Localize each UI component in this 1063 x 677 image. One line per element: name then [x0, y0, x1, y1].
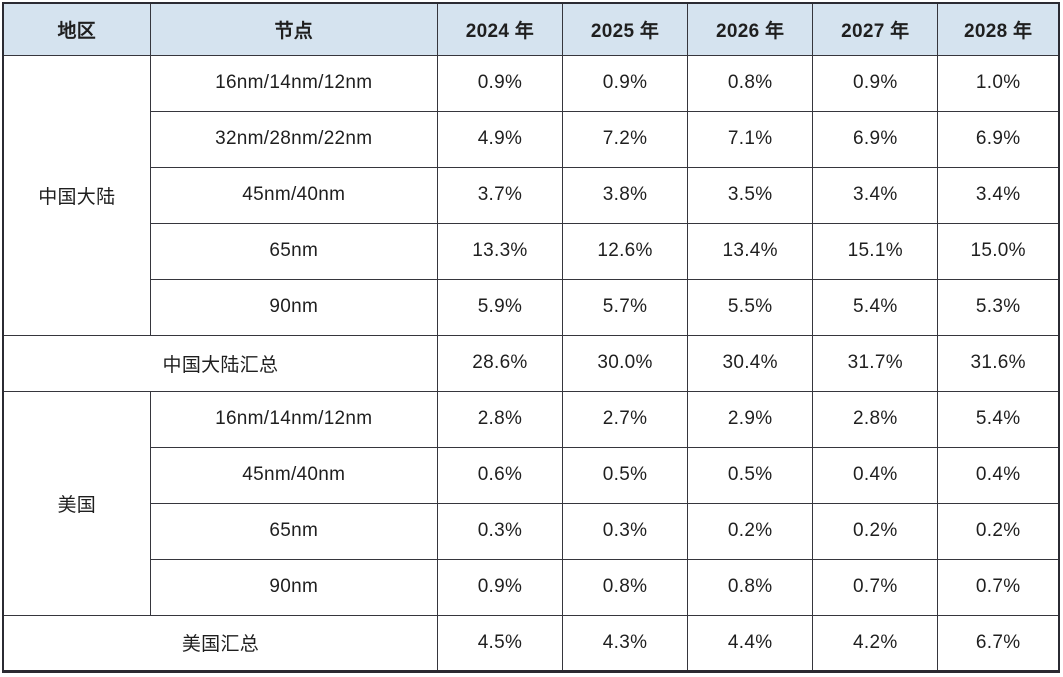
- summary-value-cell: 28.6%: [436, 334, 564, 392]
- summary-value-cell: 30.0%: [561, 334, 689, 392]
- summary-value-cell: 30.4%: [687, 334, 814, 392]
- value-cell: 3.8%: [561, 166, 689, 224]
- value-cell: 2.8%: [436, 390, 564, 448]
- summary-value-cell: 4.3%: [561, 614, 689, 672]
- summary-label-cell: 中国大陆汇总: [2, 334, 438, 392]
- value-cell: 15.1%: [812, 222, 939, 280]
- summary-row: 美国汇总 4.5% 4.3% 4.4% 4.2% 6.7%: [2, 614, 1060, 672]
- value-cell: 7.1%: [687, 110, 814, 168]
- table-row: 90nm 0.9% 0.8% 0.8% 0.7% 0.7%: [3, 558, 1060, 616]
- value-cell: 13.3%: [436, 222, 564, 280]
- value-cell: 0.3%: [561, 502, 689, 560]
- value-cell: 0.4%: [937, 446, 1060, 504]
- summary-value-cell: 4.2%: [812, 614, 939, 672]
- table-row: 45nm/40nm 3.7% 3.8% 3.5% 3.4% 3.4%: [3, 166, 1060, 224]
- table-row: 中国大陆 16nm/14nm/12nm 0.9% 0.9% 0.8% 0.9% 1.0%: [2, 54, 1060, 336]
- value-cell: 3.4%: [937, 166, 1060, 224]
- node-cell: 16nm/14nm/12nm: [149, 390, 438, 448]
- table-row: 美国 16nm/14nm/12nm 2.8% 2.7% 2.9% 2.8% 5.4%: [2, 390, 1060, 616]
- summary-value-cell: 31.7%: [812, 334, 939, 392]
- value-cell: 0.2%: [687, 502, 814, 560]
- value-cell: 12.6%: [561, 222, 689, 280]
- node-cell: 32nm/28nm/22nm: [149, 110, 438, 168]
- summary-value-cell: 31.6%: [937, 334, 1060, 392]
- value-cell: 0.9%: [812, 54, 939, 112]
- node-cell: 65nm: [149, 502, 438, 560]
- value-cell: 0.4%: [812, 446, 939, 504]
- summary-row: 中国大陆汇总 28.6% 30.0% 30.4% 31.7% 31.6%: [2, 334, 1060, 392]
- table-header: 地区 节点 2024 年 2025 年 2026 年 2027 年 2028 年: [2, 2, 1060, 56]
- region-cell: 美国: [2, 390, 151, 616]
- value-cell: 0.5%: [687, 446, 814, 504]
- node-cell: 90nm: [149, 558, 438, 616]
- column-header-3: 2025 年: [561, 2, 689, 56]
- value-cell: 7.2%: [561, 110, 689, 168]
- value-cell: 0.3%: [436, 502, 564, 560]
- column-header-6: 2028 年: [937, 2, 1060, 56]
- value-cell: 15.0%: [937, 222, 1060, 280]
- node-cell: 45nm/40nm: [149, 446, 438, 504]
- value-cell: 0.2%: [812, 502, 939, 560]
- column-header-0: 地区: [2, 2, 151, 56]
- summary-value-cell: 6.7%: [937, 614, 1060, 672]
- value-cell: 0.9%: [436, 558, 564, 616]
- table-row: 65nm 13.3% 12.6% 13.4% 15.1% 15.0%: [3, 222, 1060, 280]
- value-cell: 5.7%: [561, 278, 689, 336]
- value-cell: 6.9%: [937, 110, 1060, 168]
- node-cell: 45nm/40nm: [149, 166, 438, 224]
- table-header-row: 地区 节点 2024 年 2025 年 2026 年 2027 年 2028 年: [2, 2, 1060, 56]
- table-row: 65nm 0.3% 0.3% 0.2% 0.2% 0.2%: [3, 502, 1060, 560]
- table-row: 45nm/40nm 0.6% 0.5% 0.5% 0.4% 0.4%: [3, 446, 1060, 504]
- value-cell: 13.4%: [687, 222, 814, 280]
- value-cell: 5.3%: [937, 278, 1060, 336]
- value-cell: 0.7%: [937, 558, 1060, 616]
- node-cell: 65nm: [149, 222, 438, 280]
- summary-label-cell: 美国汇总: [2, 614, 438, 672]
- value-cell: 3.7%: [436, 166, 564, 224]
- column-header-1: 节点: [149, 2, 438, 56]
- value-cell: 0.6%: [436, 446, 564, 504]
- value-cell: 6.9%: [812, 110, 939, 168]
- summary-value-cell: 4.4%: [687, 614, 814, 672]
- value-cell: 5.4%: [812, 278, 939, 336]
- value-cell: 0.9%: [561, 54, 689, 112]
- value-cell: 5.5%: [687, 278, 814, 336]
- table-row: 32nm/28nm/22nm 4.9% 7.2% 7.1% 6.9% 6.9%: [3, 110, 1060, 168]
- value-cell: 5.9%: [436, 278, 564, 336]
- value-cell: 2.8%: [812, 390, 939, 448]
- node-cell: 16nm/14nm/12nm: [149, 54, 438, 112]
- value-cell: 0.8%: [687, 558, 814, 616]
- node-cell: 90nm: [149, 278, 438, 336]
- value-cell: 2.7%: [561, 390, 689, 448]
- value-cell: 0.2%: [937, 502, 1060, 560]
- value-cell: 0.9%: [436, 54, 564, 112]
- value-cell: 0.7%: [812, 558, 939, 616]
- value-cell: 3.4%: [812, 166, 939, 224]
- value-cell: 0.5%: [561, 446, 689, 504]
- value-cell: 2.9%: [687, 390, 814, 448]
- table-body: 中国大陆 16nm/14nm/12nm 0.9% 0.9% 0.8% 0.9% 1.0% 32…: [2, 54, 1060, 672]
- summary-value-cell: 4.5%: [436, 614, 564, 672]
- value-cell: 3.5%: [687, 166, 814, 224]
- value-cell: 0.8%: [561, 558, 689, 616]
- value-cell: 4.9%: [436, 110, 564, 168]
- value-cell: 0.8%: [687, 54, 814, 112]
- column-header-2: 2024 年: [436, 2, 564, 56]
- column-header-5: 2027 年: [812, 2, 939, 56]
- table-row: 90nm 5.9% 5.7% 5.5% 5.4% 5.3%: [3, 278, 1060, 336]
- column-header-4: 2026 年: [687, 2, 814, 56]
- value-cell: 1.0%: [937, 54, 1060, 112]
- region-cell: 中国大陆: [2, 54, 151, 336]
- value-cell: 5.4%: [937, 390, 1060, 448]
